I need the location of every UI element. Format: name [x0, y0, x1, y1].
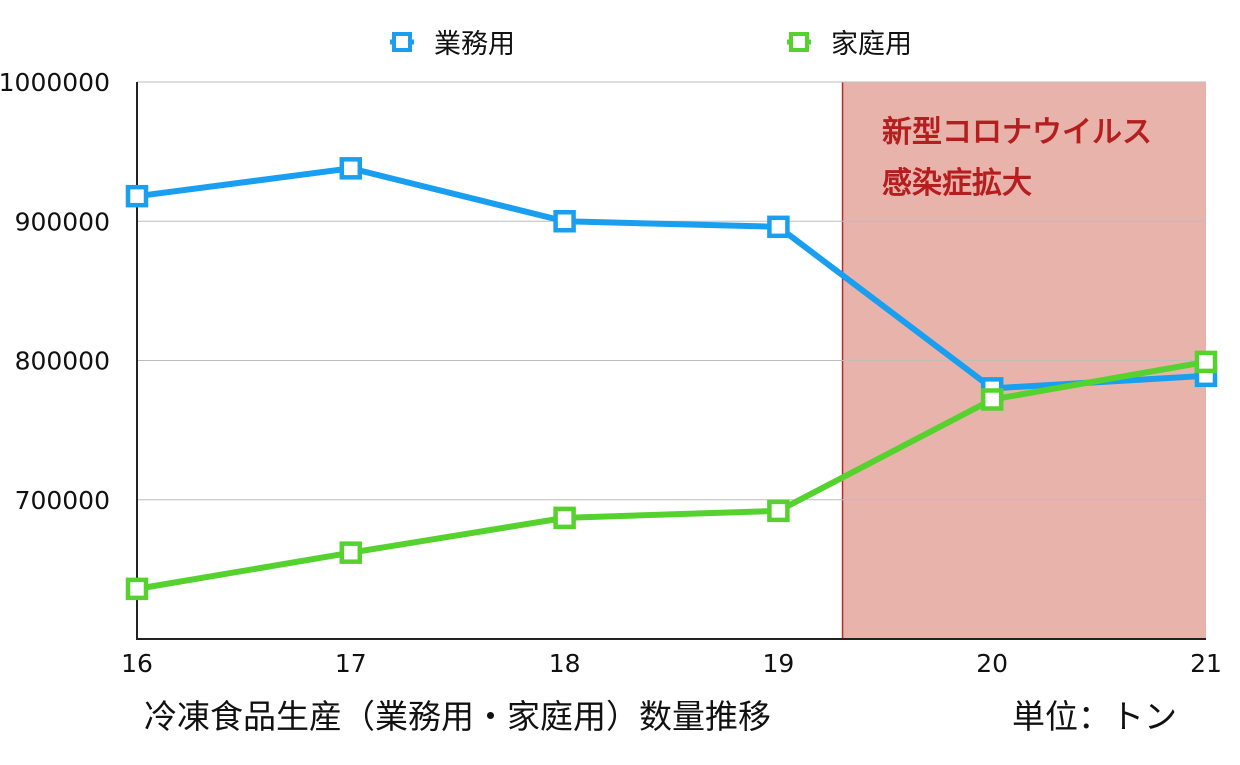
data-point [339, 541, 363, 564]
y-tick-label: 800000 [15, 347, 110, 376]
legend-marker [789, 32, 809, 52]
y-tick-label: 700000 [15, 486, 110, 515]
unit-label: 単位：トン [1012, 697, 1177, 736]
x-tick-label: 16 [121, 649, 153, 678]
legend-marker [392, 32, 412, 52]
data-point [1194, 350, 1218, 374]
legend-label: 業務用 [434, 29, 515, 60]
data-point [980, 388, 1004, 411]
highlight-label: 新型コロナウイルス [882, 115, 1152, 150]
y-tick-label: 1000000 [0, 68, 110, 97]
data-point [553, 506, 576, 530]
x-tick-label: 20 [976, 649, 1008, 678]
series-line-2 [136, 358, 1207, 592]
x-tick-label: 19 [762, 649, 794, 678]
highlight-label: 感染症拡大 [882, 166, 1032, 201]
data-point [553, 210, 576, 233]
data-point [767, 215, 790, 239]
x-tick-label: 17 [335, 649, 367, 678]
data-point [125, 184, 149, 208]
legend-label: 家庭用 [831, 29, 912, 60]
data-point [125, 577, 149, 601]
series-line-1 [136, 165, 1207, 392]
x-tick-label: 21 [1190, 649, 1222, 678]
data-point [339, 157, 363, 180]
y-tick-label: 900000 [15, 207, 110, 236]
chart-title: 冷凍食品生産（業務用・家庭用）数量推移 [144, 697, 771, 736]
x-tick-label: 18 [549, 649, 581, 678]
data-point [767, 499, 790, 523]
